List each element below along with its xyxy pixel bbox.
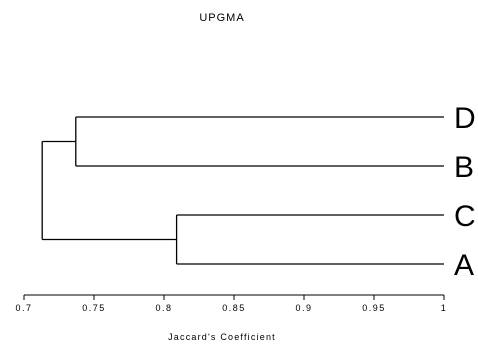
x-tick-label: 0.95 [362,303,386,313]
x-tick-label: 0.7 [15,303,32,313]
dendrogram-branches [41,116,444,265]
merge-db [75,116,444,167]
merge-ca [175,214,444,265]
leaf-label-a: A [454,249,474,282]
leaf-label-d: D [454,102,476,135]
merge-dbca [41,140,177,241]
x-tick-label: 0.8 [155,303,172,313]
x-tick-label: 1 [441,303,448,313]
leaf-label-b: B [454,151,474,184]
x-tick-label: 0.9 [295,303,312,313]
x-tick-label: 0.75 [82,303,106,313]
leaf-label-c: C [454,200,476,233]
x-axis-ticks: 0.7 0.75 0.8 0.85 0.9 0.95 1 [15,295,448,313]
x-axis-label: Jaccard's Coefficient [168,332,276,342]
x-axis: 0.7 0.75 0.8 0.85 0.9 0.95 1 [15,294,448,313]
x-tick-label: 0.85 [222,303,246,313]
chart-title: UPGMA [199,12,244,24]
